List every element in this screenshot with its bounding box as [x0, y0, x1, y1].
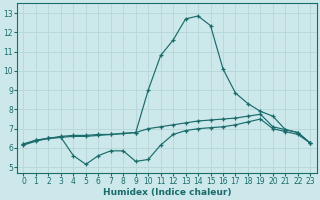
X-axis label: Humidex (Indice chaleur): Humidex (Indice chaleur)	[103, 188, 231, 197]
